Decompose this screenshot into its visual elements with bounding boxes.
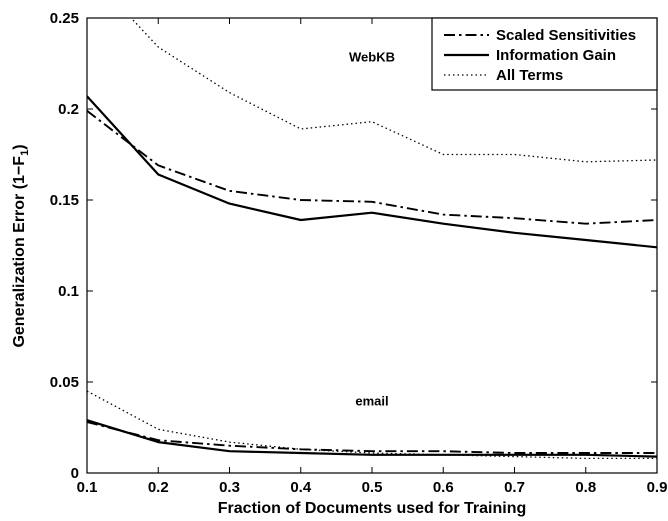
x-tick-label: 0.5	[362, 479, 383, 496]
legend: Scaled Sensitivities Information Gain All …	[431, 17, 658, 91]
x-tick-label: 0.7	[504, 479, 525, 496]
y-tick-label: 0.25	[50, 10, 79, 27]
series-line-webkb-scaled-sensitivities	[87, 110, 657, 225]
series-line-email-information-gain	[87, 419, 657, 458]
y-tick-label: 0.15	[50, 192, 79, 209]
x-tick-label: 0.8	[575, 479, 596, 496]
series-line-webkb-information-gain	[87, 95, 657, 249]
annotation-email: email	[355, 394, 388, 409]
y-tick-label: 0.2	[58, 101, 79, 118]
x-tick-label: 0.1	[77, 479, 98, 496]
series-line-email-scaled-sensitivities	[87, 421, 657, 454]
plot-area	[87, 18, 657, 473]
y-tick-label: 0.05	[50, 374, 79, 391]
legend-label-all-terms: All Terms	[496, 67, 563, 84]
y-axis-label-suffix: )	[11, 144, 28, 149]
y-axis-label: Generalization Error (1−F1)	[11, 144, 31, 347]
x-tick-label: 0.6	[433, 479, 454, 496]
series-line-email-all-terms	[87, 390, 657, 460]
y-axis-label-main: Generalization Error (1−F	[11, 156, 28, 348]
x-axis-label: Fraction of Documents used for Training	[218, 500, 526, 517]
annotation-webkb: WebKB	[349, 50, 395, 65]
y-tick-label: 0	[71, 465, 79, 482]
y-tick-label: 0.1	[58, 283, 79, 300]
x-tick-label: 0.4	[290, 479, 312, 496]
y-axis-label-subscript: 1	[19, 150, 31, 156]
legend-label-scaled-sensitivities: Scaled Sensitivities	[496, 27, 636, 44]
x-tick-label: 0.2	[148, 479, 169, 496]
x-tick-label: 0.3	[219, 479, 240, 496]
legend-label-information-gain: Information Gain	[496, 47, 616, 64]
x-tick-label: 0.9	[647, 479, 668, 496]
